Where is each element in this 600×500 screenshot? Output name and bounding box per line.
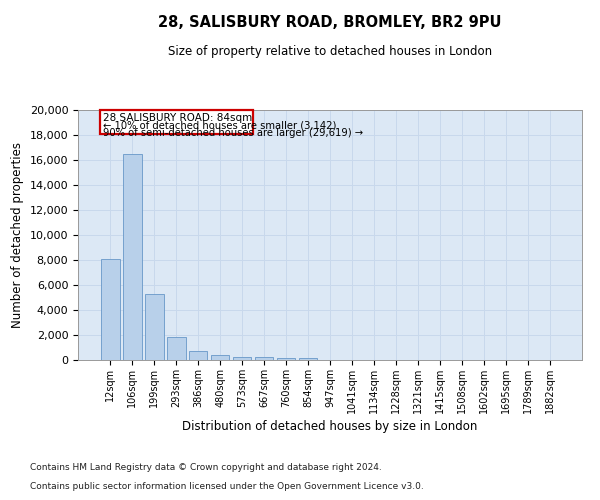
X-axis label: Distribution of detached houses by size in London: Distribution of detached houses by size … (182, 420, 478, 433)
Bar (233, 356, 251, 360)
Text: Contains public sector information licensed under the Open Government Licence v3: Contains public sector information licen… (30, 482, 424, 491)
Bar (299, 358, 317, 360)
Bar (145, 294, 164, 360)
Y-axis label: Number of detached properties: Number of detached properties (11, 142, 24, 328)
Text: 28 SALISBURY ROAD: 84sqm: 28 SALISBURY ROAD: 84sqm (103, 114, 252, 124)
Text: ← 10% of detached houses are smaller (3,142): ← 10% of detached houses are smaller (3,… (103, 121, 337, 131)
Bar (167, 337, 185, 360)
Bar (189, 351, 208, 360)
Bar (255, 357, 274, 360)
Bar (211, 355, 229, 360)
Text: Contains HM Land Registry data © Crown copyright and database right 2024.: Contains HM Land Registry data © Crown c… (30, 464, 382, 472)
Bar (277, 358, 295, 360)
Text: 28, SALISBURY ROAD, BROMLEY, BR2 9PU: 28, SALISBURY ROAD, BROMLEY, BR2 9PU (158, 15, 502, 30)
Bar (123, 154, 142, 360)
Bar (101, 259, 119, 360)
Text: Size of property relative to detached houses in London: Size of property relative to detached ho… (168, 45, 492, 58)
Text: 90% of semi-detached houses are larger (29,619) →: 90% of semi-detached houses are larger (… (103, 128, 363, 138)
Bar (100, 110, 253, 134)
